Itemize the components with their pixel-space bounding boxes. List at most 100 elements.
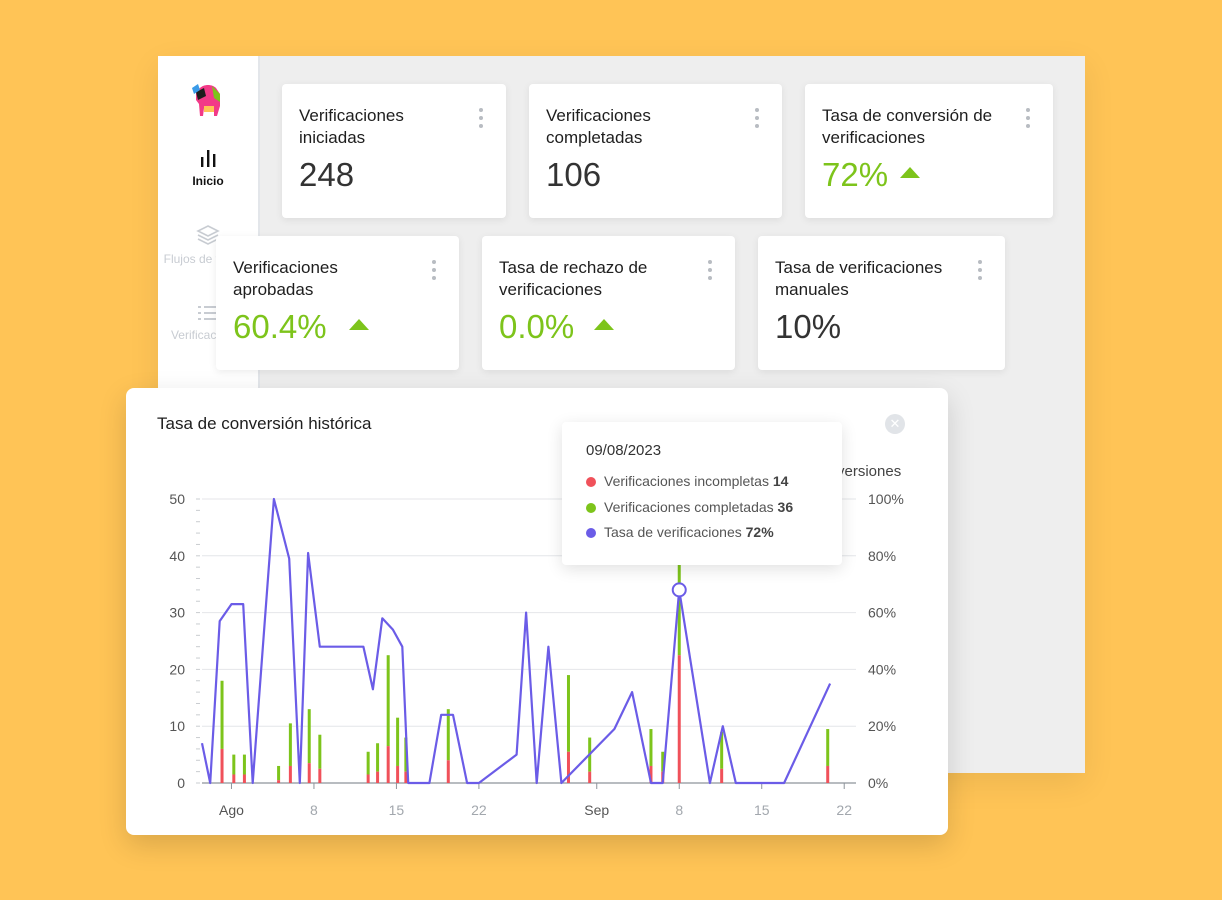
dog-logo-icon[interactable]: [190, 82, 228, 120]
x-tick-label: 15: [389, 802, 405, 818]
tooltip-date: 09/08/2023: [586, 442, 662, 459]
legend-dot-incompletas: [586, 477, 596, 487]
trend-up-icon: [900, 167, 920, 178]
more-vertical-icon[interactable]: [478, 108, 484, 128]
more-vertical-icon[interactable]: [707, 260, 713, 280]
bar-incomplete: [277, 780, 281, 783]
bar-incomplete: [566, 751, 570, 783]
y-left-tick-label: 40: [169, 548, 185, 564]
more-vertical-icon[interactable]: [977, 260, 983, 280]
bar-incomplete: [242, 774, 246, 783]
layers-icon: [196, 225, 220, 245]
metric-label: Verificaciones completadas: [546, 106, 651, 147]
tooltip-row-completadas: Verificaciones completadas 36: [586, 499, 793, 515]
close-icon[interactable]: ✕: [885, 414, 905, 434]
metric-card-manuales: Tasa de verificaciones manuales 10%: [758, 236, 1005, 370]
tooltip-row-label: Verificaciones incompletas: [604, 473, 769, 489]
bar-complete: [446, 709, 450, 761]
metric-value: 72%: [822, 156, 889, 193]
bar-incomplete: [826, 765, 830, 783]
x-tick-label: 15: [754, 802, 770, 818]
metric-card-aprobadas: Verificaciones aprobadas 60.4%: [216, 236, 459, 370]
bar-complete: [318, 734, 322, 769]
y-left-tick-label: 0: [177, 775, 185, 791]
metric-label: Verificaciones iniciadas: [299, 106, 404, 147]
bar-complete: [826, 729, 830, 766]
bar-complete: [288, 723, 292, 766]
sidebar-item-inicio[interactable]: Inicio: [158, 148, 258, 188]
bar-incomplete: [677, 655, 681, 783]
tooltip-row-value: 72%: [745, 524, 774, 540]
chart-title: Tasa de conversión histórica: [157, 414, 372, 433]
chart-tooltip: 09/08/2023 Verificaciones incompletas 14…: [562, 422, 842, 565]
y-left-tick-label: 20: [169, 661, 185, 677]
trend-up-icon: [349, 319, 369, 330]
bar-incomplete: [232, 774, 236, 783]
y-right-tick-label: 100%: [868, 491, 904, 507]
metric-label: Tasa de rechazo de verificaciones: [499, 258, 648, 299]
bar-incomplete: [307, 763, 311, 783]
more-vertical-icon[interactable]: [431, 260, 437, 280]
tooltip-row-label: Verificaciones completadas: [604, 499, 774, 515]
highlight-point: [671, 582, 687, 598]
rate-line: [200, 497, 832, 785]
tooltip-row-value: 36: [777, 499, 794, 515]
trend-up-icon: [594, 319, 614, 330]
bar-complete: [661, 751, 665, 772]
list-icon: [198, 306, 218, 320]
metric-label: Tasa de conversión de verificaciones: [822, 106, 993, 147]
bar-chart-icon: [201, 150, 216, 167]
bar-complete: [232, 754, 236, 775]
tooltip-row-incompletas: Verificaciones incompletas 14: [586, 473, 788, 489]
bar-incomplete: [386, 746, 390, 783]
metric-value: 60.4%: [233, 308, 327, 345]
bar-incomplete: [720, 768, 724, 783]
y-right-tick-label: 80%: [868, 548, 896, 564]
bar-complete: [404, 737, 408, 772]
bar-incomplete: [376, 771, 380, 783]
bar-complete: [307, 709, 311, 764]
y-left-tick-label: 50: [169, 491, 185, 507]
x-tick-label: Sep: [584, 802, 609, 818]
bar-complete: [720, 731, 724, 769]
metric-card-tasa-conversion: Tasa de conversión de verificaciones 72%: [805, 84, 1053, 218]
right-axis-title: versiones: [837, 463, 902, 480]
x-tick-label: 22: [836, 802, 852, 818]
y-left-tick-label: 30: [169, 605, 185, 621]
metric-card-completadas: Verificaciones completadas 106: [529, 84, 782, 218]
bar-complete: [277, 765, 281, 781]
bar-incomplete: [588, 771, 592, 783]
bar-complete: [566, 675, 570, 752]
more-vertical-icon[interactable]: [1025, 108, 1031, 128]
y-right-tick-label: 0%: [868, 775, 888, 791]
bar-complete: [396, 717, 400, 766]
bar-complete: [366, 751, 370, 775]
metric-card-rechazo: Tasa de rechazo de verificaciones 0.0%: [482, 236, 735, 370]
tooltip-row-value: 14: [772, 473, 789, 489]
y-right-tick-label: 20%: [868, 718, 896, 734]
bar-complete: [386, 655, 390, 747]
bar-incomplete: [404, 771, 408, 783]
metric-label: Verificaciones aprobadas: [233, 258, 338, 299]
metric-value: 0.0%: [499, 308, 575, 345]
metric-card-iniciadas: Verificaciones iniciadas 248: [282, 84, 506, 218]
sidebar-item-label: Inicio: [192, 174, 224, 188]
bar-incomplete: [446, 760, 450, 783]
bar-complete: [220, 680, 224, 749]
bar-complete: [677, 561, 681, 656]
bar-incomplete: [396, 765, 400, 783]
tooltip-row-tasa: Tasa de verificaciones 72%: [586, 524, 774, 540]
more-vertical-icon[interactable]: [754, 108, 760, 128]
bar-complete: [649, 729, 653, 766]
metric-label: Tasa de verificaciones manuales: [775, 258, 943, 299]
bar-complete: [242, 754, 246, 775]
bar-complete: [376, 743, 380, 772]
y-right-tick-label: 60%: [868, 605, 896, 621]
bar-incomplete: [288, 765, 292, 783]
x-tick-label: Ago: [219, 802, 244, 818]
y-left-tick-label: 10: [169, 718, 185, 734]
bar-incomplete: [220, 748, 224, 783]
metric-value: 248: [299, 156, 355, 193]
y-right-tick-label: 40%: [868, 661, 896, 677]
conversion-chart[interactable]: 0 0% 10 20% 20 40% 30 60% 40 80% 50 100% Ago 8 15 22 Sep…: [126, 388, 948, 835]
